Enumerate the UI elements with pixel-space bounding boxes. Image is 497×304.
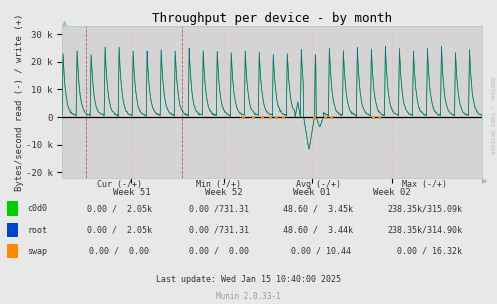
Text: 238.35k/315.09k: 238.35k/315.09k xyxy=(388,204,462,213)
Text: RRDTOOL / TOBI OETIKER: RRDTOOL / TOBI OETIKER xyxy=(490,77,495,154)
Text: ▶: ▶ xyxy=(482,178,488,184)
Text: c0d0: c0d0 xyxy=(27,204,47,213)
Text: 0.00 / 16.32k: 0.00 / 16.32k xyxy=(388,247,462,256)
Text: 0.00 /  0.00: 0.00 / 0.00 xyxy=(89,247,149,256)
Text: 0.00 / 10.44: 0.00 / 10.44 xyxy=(286,247,350,256)
Text: 48.60 /  3.45k: 48.60 / 3.45k xyxy=(283,204,353,213)
Text: 0.00 /731.31: 0.00 /731.31 xyxy=(189,226,248,235)
Text: ▲: ▲ xyxy=(62,20,68,26)
Text: 0.00 /  2.05k: 0.00 / 2.05k xyxy=(87,204,152,213)
Y-axis label: Bytes/second read (-) / write (+): Bytes/second read (-) / write (+) xyxy=(15,13,24,191)
Text: 48.60 /  3.44k: 48.60 / 3.44k xyxy=(283,226,353,235)
Text: 238.35k/314.90k: 238.35k/314.90k xyxy=(388,226,462,235)
Text: Min (-/+): Min (-/+) xyxy=(196,180,241,189)
Text: swap: swap xyxy=(27,247,47,256)
Text: Munin 2.0.33-1: Munin 2.0.33-1 xyxy=(216,292,281,301)
Text: 0.00 /  2.05k: 0.00 / 2.05k xyxy=(87,226,152,235)
Text: Last update: Wed Jan 15 10:40:00 2025: Last update: Wed Jan 15 10:40:00 2025 xyxy=(156,275,341,284)
Text: Cur (-/+): Cur (-/+) xyxy=(97,180,142,189)
Title: Throughput per device - by month: Throughput per device - by month xyxy=(152,12,392,25)
Text: Max (-/+): Max (-/+) xyxy=(403,180,447,189)
Text: Avg (-/+): Avg (-/+) xyxy=(296,180,340,189)
Text: 0.00 /  0.00: 0.00 / 0.00 xyxy=(189,247,248,256)
Text: 0.00 /731.31: 0.00 /731.31 xyxy=(189,204,248,213)
Text: root: root xyxy=(27,226,47,235)
